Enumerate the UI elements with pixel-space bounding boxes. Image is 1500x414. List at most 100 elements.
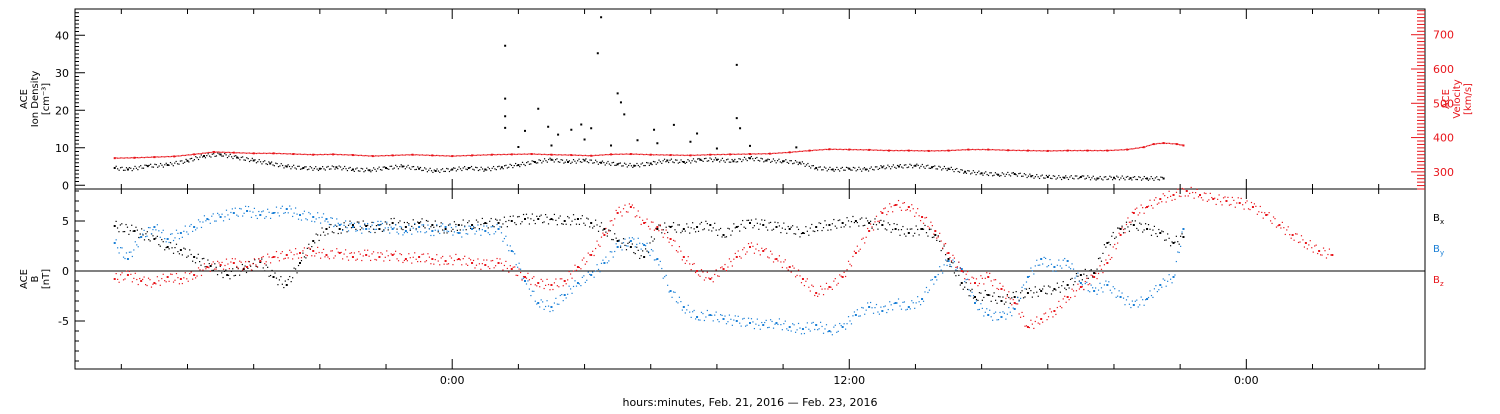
- bz-point: [892, 211, 894, 213]
- by-point: [349, 223, 351, 225]
- bz-point: [989, 272, 991, 274]
- bx-point: [277, 284, 279, 286]
- bz-point: [787, 269, 789, 271]
- ion-density-point: [1051, 177, 1053, 180]
- bx-point: [962, 288, 964, 290]
- ion-density-point: [997, 173, 1000, 176]
- ion-density-point: [705, 157, 707, 159]
- ion-density-point: [989, 172, 991, 174]
- by-point: [706, 309, 708, 312]
- by-point: [953, 261, 956, 263]
- velocity-point: [835, 148, 838, 150]
- velocity-point: [379, 155, 381, 157]
- ion-density-point: [415, 168, 417, 171]
- bz-point: [189, 272, 191, 275]
- bz-point: [1079, 286, 1082, 288]
- bz-point: [555, 278, 557, 280]
- velocity-point: [1120, 149, 1123, 151]
- bz-point: [508, 271, 510, 273]
- by-point: [1177, 251, 1179, 253]
- bz-point: [502, 269, 504, 271]
- ion-density-point: [636, 162, 638, 165]
- velocity-point: [362, 155, 364, 157]
- by-point: [394, 224, 397, 226]
- by-point: [1011, 315, 1013, 317]
- bx-point: [1143, 229, 1145, 231]
- by-point: [194, 229, 197, 231]
- bx-point: [156, 235, 158, 237]
- bz-point: [714, 273, 716, 276]
- bx-point: [1153, 225, 1156, 227]
- ion-density-point: [606, 162, 608, 164]
- bz-point: [309, 248, 311, 250]
- ion-density-point: [295, 168, 298, 170]
- bx-point: [1102, 252, 1104, 254]
- by-point: [437, 229, 439, 231]
- bx-point: [752, 227, 754, 229]
- ion-density-point: [225, 154, 227, 156]
- by-point: [324, 220, 326, 222]
- ion-density-point: [381, 169, 383, 171]
- by-point: [774, 323, 776, 325]
- bz-point: [762, 250, 765, 252]
- ion-density-point: [927, 164, 929, 166]
- bz-point: [239, 260, 241, 262]
- ion-density-point: [280, 163, 282, 165]
- ion-density-point: [224, 152, 226, 155]
- bz-point: [187, 280, 189, 282]
- ion-density-point: [179, 160, 182, 162]
- bz-point: [903, 202, 906, 204]
- bx-point: [393, 217, 395, 220]
- bx-point: [1159, 232, 1162, 234]
- velocity-point: [848, 148, 851, 151]
- bz-point: [443, 263, 445, 265]
- bx-point: [433, 226, 435, 228]
- bx-point: [949, 265, 951, 268]
- ion-density-point: [1132, 176, 1134, 178]
- bz-point: [1015, 303, 1017, 305]
- bx-point: [772, 228, 775, 230]
- ion-density-point: [987, 174, 990, 177]
- bx-point: [1164, 239, 1166, 241]
- by-point: [190, 223, 192, 226]
- by-point: [705, 316, 707, 318]
- bz-point: [439, 264, 441, 266]
- velocity-point: [529, 153, 531, 155]
- ion-density-point: [706, 160, 708, 162]
- ion-density-point: [682, 161, 685, 163]
- ion-density-point: [961, 169, 963, 171]
- ion-density-point: [1089, 179, 1092, 181]
- by-point: [237, 215, 239, 217]
- velocity-point: [498, 153, 500, 156]
- bz-point: [153, 282, 156, 284]
- velocity-point: [774, 152, 777, 154]
- by-point: [452, 234, 454, 236]
- bz-point: [947, 252, 950, 254]
- bx-point: [756, 222, 758, 224]
- bx-point: [874, 218, 876, 220]
- bz-point: [193, 274, 196, 276]
- by-point: [909, 308, 911, 310]
- by-point: [1089, 291, 1091, 293]
- by-point: [355, 230, 357, 232]
- velocity-point: [393, 154, 395, 157]
- by-point: [562, 300, 564, 302]
- bx-point: [574, 218, 576, 221]
- ion-density-point: [909, 163, 911, 165]
- bx-point: [483, 223, 485, 225]
- bx-point: [596, 224, 598, 226]
- bx-point: [680, 232, 682, 234]
- bx-point: [1055, 289, 1057, 291]
- velocity-point: [1137, 147, 1139, 149]
- bx-point: [1079, 274, 1082, 276]
- by-point: [1119, 296, 1122, 298]
- bz-point: [962, 271, 964, 273]
- bz-point: [1318, 250, 1321, 252]
- by-point: [758, 324, 760, 326]
- ion-density-point: [978, 170, 980, 172]
- bz-point: [1117, 242, 1119, 244]
- bz-point: [865, 236, 867, 238]
- velocity-point: [1182, 144, 1185, 147]
- velocity-point: [426, 154, 428, 156]
- bz-point: [1042, 321, 1044, 323]
